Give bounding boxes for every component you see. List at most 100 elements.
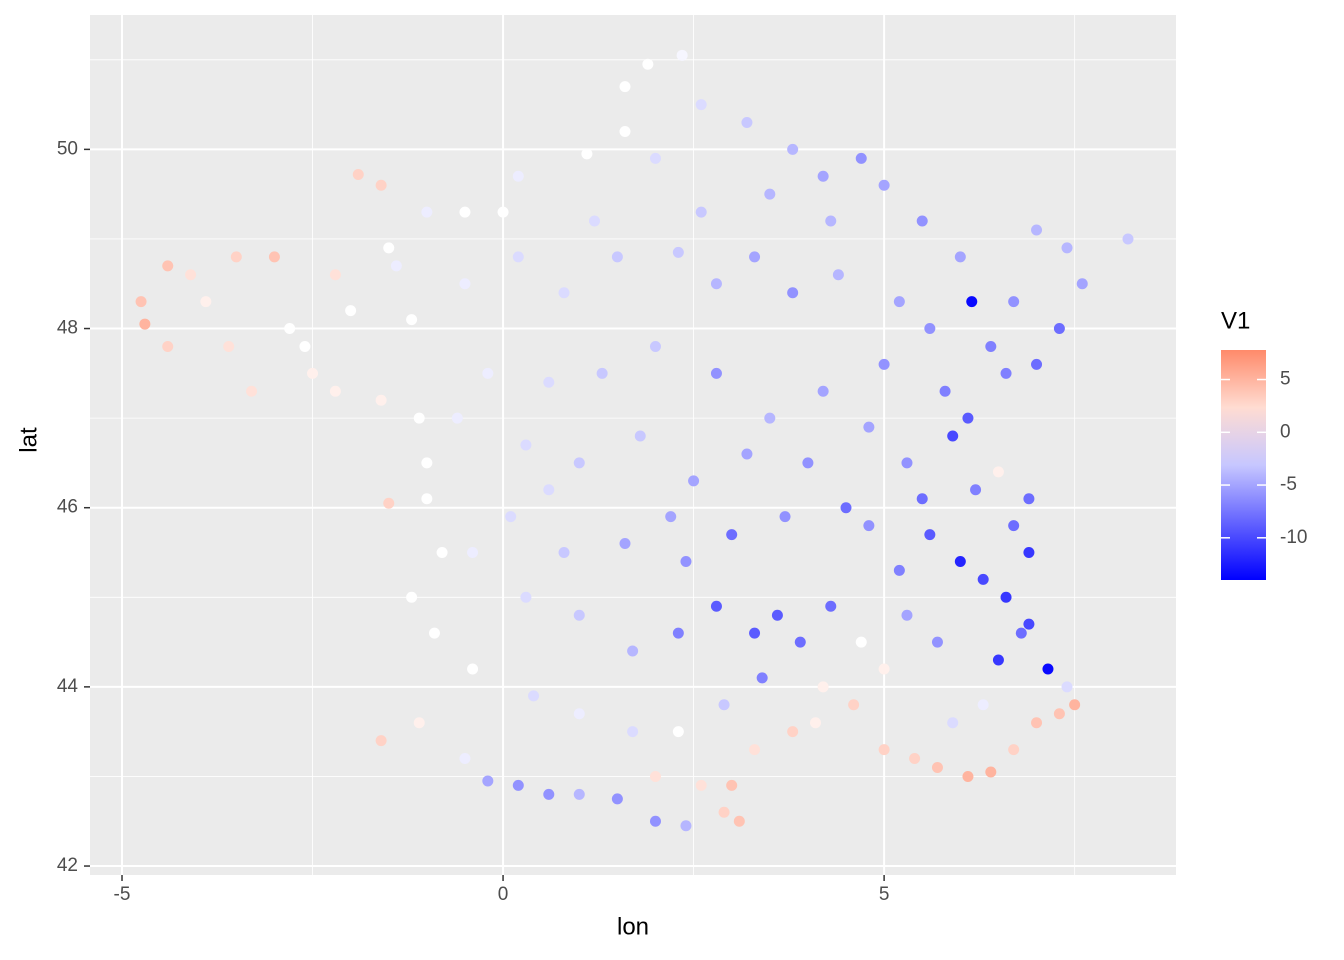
point bbox=[649, 340, 661, 352]
point bbox=[771, 609, 783, 621]
point bbox=[375, 179, 387, 191]
point bbox=[375, 735, 387, 747]
point bbox=[1008, 296, 1020, 308]
point bbox=[512, 779, 524, 791]
point bbox=[1000, 591, 1012, 603]
point bbox=[962, 412, 974, 424]
point bbox=[688, 475, 700, 487]
point bbox=[162, 260, 174, 272]
point bbox=[817, 681, 829, 693]
point bbox=[497, 206, 509, 218]
point bbox=[436, 547, 448, 558]
point bbox=[1023, 493, 1035, 505]
point bbox=[573, 457, 585, 469]
point bbox=[329, 269, 341, 281]
x-tick-label: 0 bbox=[498, 884, 509, 905]
y-tick-label: 44 bbox=[57, 676, 79, 697]
point bbox=[695, 99, 707, 111]
point bbox=[246, 385, 258, 397]
point bbox=[185, 269, 197, 281]
point bbox=[802, 457, 814, 469]
x-tick-label: -5 bbox=[114, 884, 131, 905]
point bbox=[611, 251, 623, 263]
point bbox=[467, 547, 479, 558]
x-axis-title: lon bbox=[617, 913, 649, 940]
point bbox=[1042, 663, 1054, 675]
point bbox=[672, 246, 684, 258]
point bbox=[817, 385, 829, 397]
point bbox=[428, 627, 440, 639]
point bbox=[947, 717, 959, 729]
point bbox=[695, 779, 707, 791]
point bbox=[1076, 278, 1088, 290]
point bbox=[901, 457, 913, 469]
legend-title: V1 bbox=[1221, 307, 1250, 334]
point bbox=[878, 358, 890, 370]
point bbox=[139, 318, 151, 330]
point bbox=[1031, 717, 1043, 729]
point bbox=[406, 314, 418, 326]
point bbox=[345, 305, 357, 317]
point bbox=[200, 296, 212, 308]
point bbox=[1008, 520, 1020, 532]
point bbox=[383, 497, 395, 509]
point bbox=[649, 815, 661, 827]
point bbox=[985, 340, 997, 352]
point bbox=[627, 645, 639, 657]
point bbox=[390, 260, 402, 272]
point bbox=[467, 663, 479, 675]
x-tick-label: 5 bbox=[879, 884, 890, 905]
point bbox=[642, 58, 654, 70]
point bbox=[459, 206, 471, 218]
point bbox=[787, 287, 799, 299]
point bbox=[832, 269, 844, 281]
point bbox=[718, 806, 730, 818]
point bbox=[482, 775, 494, 787]
point bbox=[627, 726, 639, 738]
point bbox=[649, 152, 661, 164]
point bbox=[162, 340, 174, 352]
point bbox=[695, 206, 707, 218]
point bbox=[779, 511, 791, 523]
y-tick-label: 42 bbox=[57, 855, 78, 876]
point bbox=[520, 439, 532, 451]
point bbox=[947, 430, 959, 442]
point bbox=[482, 367, 494, 379]
point bbox=[299, 340, 311, 352]
point bbox=[878, 663, 890, 675]
point bbox=[1023, 547, 1035, 558]
point bbox=[573, 708, 585, 720]
point bbox=[421, 493, 433, 505]
point bbox=[611, 793, 623, 805]
point bbox=[543, 376, 555, 388]
point bbox=[619, 125, 631, 137]
point bbox=[878, 179, 890, 191]
point bbox=[284, 323, 296, 335]
point bbox=[573, 609, 585, 621]
point bbox=[581, 148, 593, 160]
point bbox=[1015, 627, 1027, 639]
point bbox=[992, 654, 1004, 666]
point bbox=[764, 188, 776, 200]
y-tick-label: 48 bbox=[57, 318, 78, 339]
point bbox=[970, 484, 982, 496]
point bbox=[459, 278, 471, 290]
point bbox=[680, 820, 692, 832]
colorbar-label: 0 bbox=[1280, 421, 1291, 442]
point bbox=[520, 591, 532, 603]
point bbox=[1053, 708, 1065, 720]
point bbox=[855, 636, 867, 648]
point bbox=[451, 412, 463, 424]
point bbox=[741, 448, 753, 460]
point bbox=[710, 278, 722, 290]
point bbox=[1061, 681, 1073, 693]
point bbox=[985, 766, 997, 778]
point bbox=[307, 367, 319, 379]
point bbox=[840, 502, 852, 514]
point bbox=[741, 117, 753, 128]
point bbox=[825, 215, 837, 227]
point bbox=[787, 726, 799, 738]
point bbox=[421, 457, 433, 469]
point bbox=[931, 636, 943, 648]
